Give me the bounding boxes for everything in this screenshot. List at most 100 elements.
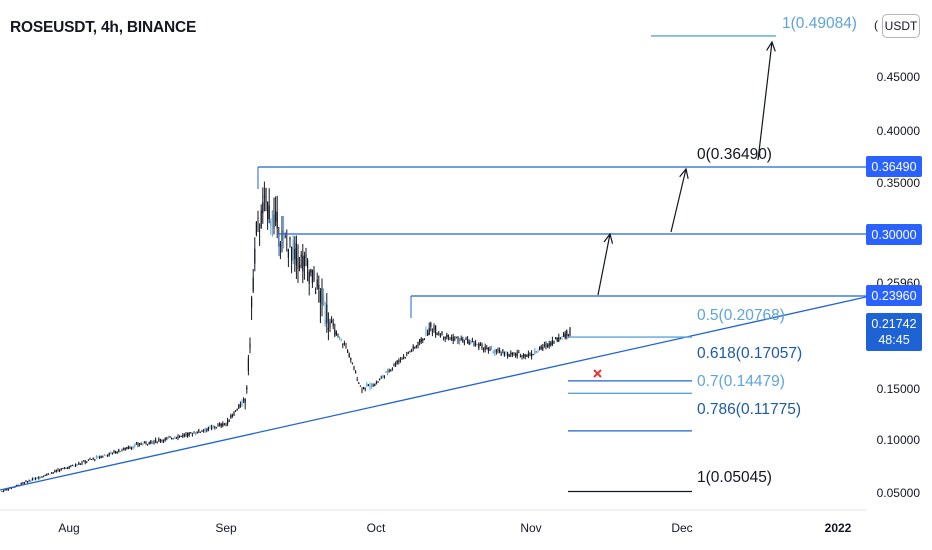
candle-body xyxy=(502,350,504,352)
candle-body xyxy=(175,437,177,439)
candle-body xyxy=(223,423,225,425)
candle-body xyxy=(332,323,334,326)
arrow-shaft xyxy=(670,168,687,233)
bar-countdown: 48:45 xyxy=(878,333,910,347)
candle-body xyxy=(257,217,259,219)
candle-body xyxy=(79,463,81,465)
candle-body xyxy=(430,322,432,327)
candle-body xyxy=(100,456,102,458)
candle-body xyxy=(561,336,563,338)
candle-body xyxy=(455,337,457,339)
candle-body xyxy=(521,354,523,357)
candle-body xyxy=(33,478,35,481)
candle-body xyxy=(295,242,297,266)
candle-body xyxy=(220,423,222,427)
candle-body xyxy=(462,339,464,342)
candle-body xyxy=(537,351,539,353)
candle-body xyxy=(310,269,312,273)
candle-body xyxy=(84,460,86,463)
candle-body xyxy=(435,325,437,335)
candle-body xyxy=(375,382,377,384)
candle-body xyxy=(518,352,520,354)
candle-body xyxy=(543,344,545,346)
candle-body xyxy=(422,338,424,341)
candle-body xyxy=(486,348,488,350)
candle-body xyxy=(363,386,365,389)
fib-label-0-786: 0.786(0.11775) xyxy=(697,401,801,418)
time-tick-oct: Oct xyxy=(366,521,386,535)
candle-body xyxy=(279,243,281,247)
candle-body xyxy=(300,254,302,257)
candle-body xyxy=(78,463,80,465)
candle-body xyxy=(505,354,507,356)
candle-body xyxy=(339,336,341,338)
candle-body xyxy=(231,415,233,417)
candle-body xyxy=(147,444,149,445)
cross-marker xyxy=(593,369,602,378)
arrow-head xyxy=(603,232,614,244)
candle-body xyxy=(299,264,301,268)
candle-body xyxy=(337,333,339,335)
candle-body xyxy=(417,342,419,347)
price-tick: 0.10000 xyxy=(876,433,920,447)
candle-body xyxy=(356,379,358,381)
candle-body xyxy=(449,338,451,340)
candle-body xyxy=(134,444,136,447)
candle-body xyxy=(470,341,472,344)
candle-body xyxy=(67,467,69,469)
candle-body xyxy=(433,326,435,331)
candle-body xyxy=(201,430,203,432)
candle-body xyxy=(475,342,477,346)
projection-arrows xyxy=(597,40,776,296)
candle-body xyxy=(545,343,547,347)
candle-body xyxy=(43,476,45,478)
candle-body xyxy=(540,346,542,349)
candle-body xyxy=(395,363,397,366)
candle-body xyxy=(68,466,70,468)
candle-body xyxy=(407,352,409,354)
candle-body xyxy=(251,297,253,308)
candle-body xyxy=(542,346,544,350)
currency-button[interactable]: USDT xyxy=(882,14,920,38)
candle-body xyxy=(313,270,315,281)
candle-body xyxy=(289,237,291,241)
time-tick-aug: Aug xyxy=(58,521,80,535)
candle-body xyxy=(111,452,113,454)
candle-body xyxy=(75,464,77,467)
candle-body xyxy=(436,334,438,336)
candle-body xyxy=(473,343,475,346)
candle-body xyxy=(460,338,462,341)
candle-body xyxy=(353,366,355,370)
time-tick-dec: Dec xyxy=(671,521,693,535)
candle-body xyxy=(532,354,534,356)
fib-label-0-5: 0.5(0.20768) xyxy=(697,307,785,324)
candle-body xyxy=(273,214,275,229)
candle-body xyxy=(159,439,161,442)
candle-body xyxy=(311,269,313,284)
candle-body xyxy=(302,255,304,272)
candle-body xyxy=(308,271,310,284)
price-tick: 0.35000 xyxy=(876,176,920,190)
candle-body xyxy=(174,437,176,439)
candle-body xyxy=(387,369,389,373)
price-tick: 0.40000 xyxy=(876,124,920,138)
candle-body xyxy=(287,248,289,258)
candle-body xyxy=(534,350,536,355)
candle-body xyxy=(49,474,51,476)
candle-body xyxy=(267,201,269,220)
candle-body xyxy=(390,369,392,371)
candle-body xyxy=(406,352,408,354)
candle-body xyxy=(127,446,129,449)
candle-body xyxy=(343,343,345,344)
candle-body xyxy=(283,230,285,233)
candle-body xyxy=(91,459,93,461)
candle-body xyxy=(87,459,89,461)
candle-body xyxy=(371,383,373,387)
price-badge-0-3649: 0.36490 xyxy=(866,156,922,177)
candle-body xyxy=(465,338,467,340)
candle-body xyxy=(324,319,326,325)
candle-body xyxy=(116,452,118,454)
candle-body xyxy=(236,408,238,411)
candle-body xyxy=(103,454,105,456)
